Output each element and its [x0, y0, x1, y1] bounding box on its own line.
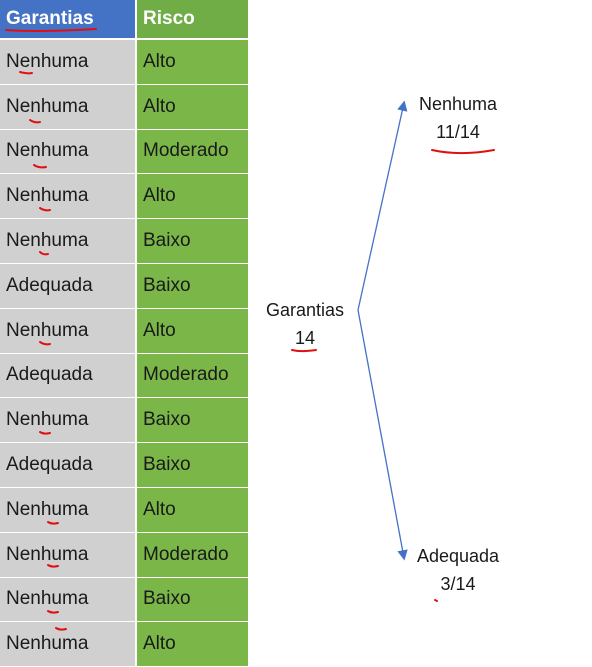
- cell-garantias: Nenhuma: [0, 398, 137, 444]
- cell-risco: Alto: [137, 84, 248, 130]
- cell-risco: Moderado: [137, 129, 248, 175]
- branch-fraction-nenhuma: 11/14: [436, 122, 480, 142]
- branch-arrow-nenhuma: [357, 100, 408, 311]
- cell-risco: Alto: [137, 40, 248, 85]
- cell-risco: Baixo: [137, 219, 248, 264]
- branch-label-nenhuma: Nenhuma: [418, 94, 498, 114]
- branch-arrow-adequada: [357, 309, 408, 561]
- header-risco: Risco: [137, 0, 248, 40]
- branch-node-nenhuma: Nenhuma 11/14: [408, 94, 508, 143]
- cell-garantias: Nenhuma: [0, 84, 137, 130]
- root-label: Garantias: [265, 300, 345, 320]
- table-row: Nenhuma Alto: [0, 487, 248, 533]
- cell-garantias: Nenhuma: [0, 622, 137, 667]
- cell-garantias: Nenhuma: [0, 532, 137, 578]
- table-row: Nenhuma Alto: [0, 174, 248, 220]
- table-row: Nenhuma Baixo: [0, 398, 248, 444]
- cell-garantias: Nenhuma: [0, 40, 137, 85]
- table-row: Nenhuma Baixo: [0, 577, 248, 623]
- table-row: Adequada Baixo: [0, 443, 248, 488]
- table-row: Nenhuma Baixo: [0, 219, 248, 264]
- cell-risco: Alto: [137, 622, 248, 667]
- data-table: Garantias Risco Nenhuma Alto Nenhuma Alto Ne…: [0, 0, 248, 667]
- cell-garantias: Nenhuma: [0, 577, 137, 623]
- cell-garantias: Adequada: [0, 443, 137, 488]
- table-row: Nenhuma Moderado: [0, 129, 248, 175]
- root-node: Garantias 14: [258, 300, 352, 349]
- cell-risco: Alto: [137, 487, 248, 533]
- cell-risco: Baixo: [137, 577, 248, 623]
- table-row: Nenhuma Alto: [0, 40, 248, 85]
- table-row: Adequada Baixo: [0, 263, 248, 309]
- cell-risco: Moderado: [137, 532, 248, 578]
- cell-risco: Alto: [137, 308, 248, 354]
- cell-garantias: Adequada: [0, 353, 137, 399]
- cell-risco: Alto: [137, 174, 248, 220]
- cell-garantias: Nenhuma: [0, 487, 137, 533]
- table-row: Nenhuma Alto: [0, 308, 248, 354]
- table-row: Nenhuma Moderado: [0, 532, 248, 578]
- cell-garantias: Nenhuma: [0, 174, 137, 220]
- cell-garantias: Nenhuma: [0, 308, 137, 354]
- cell-risco: Baixo: [137, 443, 248, 488]
- dot-fraction-adequada: [434, 599, 438, 602]
- table-row: Nenhuma Alto: [0, 84, 248, 130]
- branch-label-adequada: Adequada: [416, 546, 500, 566]
- table-row: Nenhuma Alto: [0, 622, 248, 667]
- cell-garantias: Nenhuma: [0, 219, 137, 264]
- branch-fraction-adequada: 3/14: [440, 574, 476, 594]
- cell-risco: Baixo: [137, 398, 248, 444]
- underline-fraction-nenhuma: [431, 149, 495, 154]
- table-body: Nenhuma Alto Nenhuma Alto Nenhuma Moderado Nen…: [0, 40, 248, 667]
- table-header: Garantias Risco: [0, 0, 248, 40]
- cell-garantias: Adequada: [0, 263, 137, 309]
- root-count: 14: [294, 328, 316, 348]
- header-garantias: Garantias: [0, 0, 137, 40]
- table-row: Adequada Moderado: [0, 353, 248, 399]
- cell-garantias: Nenhuma: [0, 129, 137, 175]
- cell-risco: Baixo: [137, 263, 248, 309]
- underline-root-count: [291, 349, 317, 353]
- branch-node-adequada: Adequada 3/14: [408, 546, 508, 595]
- cell-risco: Moderado: [137, 353, 248, 399]
